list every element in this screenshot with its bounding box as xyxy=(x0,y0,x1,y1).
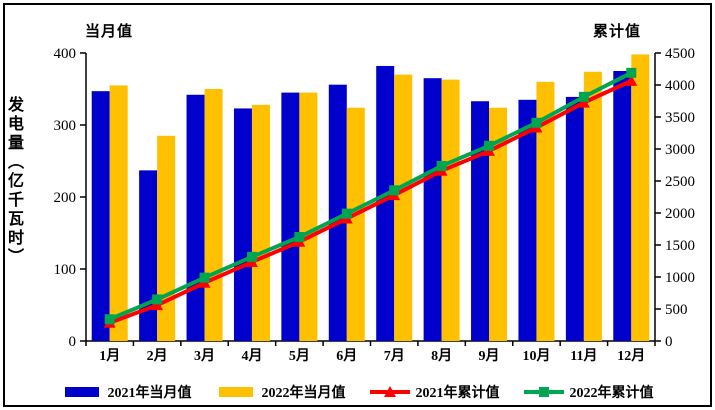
right-axis-tick-label: 1500 xyxy=(665,238,695,254)
legend-swatch xyxy=(218,387,253,397)
x-axis-category-label: 6月 xyxy=(336,348,357,364)
right-axis-tick-label: 4000 xyxy=(665,78,695,94)
line-marker-square xyxy=(104,314,115,325)
bar-2022年当月值 xyxy=(631,54,650,341)
x-axis-category-label: 2月 xyxy=(147,348,168,364)
left-axis-tick-label: 400 xyxy=(54,46,77,62)
right-axis-title: 累计值 xyxy=(592,24,641,40)
bar-2022年当月值 xyxy=(204,89,223,341)
line-marker-square xyxy=(152,294,163,305)
x-axis-category-label: 1月 xyxy=(99,348,120,364)
bar-2021年当月值 xyxy=(186,94,205,341)
legend-swatch xyxy=(523,387,564,397)
legend-label: 2021年累计值 xyxy=(415,386,500,401)
cumulative-line-2022年累计值 xyxy=(108,71,633,322)
legend-item-2021年累计值: 2021年累计值 xyxy=(369,382,500,402)
left-axis-tick-label: 300 xyxy=(54,118,77,134)
legend-item-2021年当月值: 2021年当月值 xyxy=(62,382,192,402)
line-marker-square xyxy=(436,160,447,171)
line-marker-square xyxy=(199,272,210,283)
line-marker-square xyxy=(484,140,495,151)
legend-label: 2021年当月值 xyxy=(107,386,192,401)
cumulative-line-2021年累计值 xyxy=(109,79,633,325)
bar-2022年当月值 xyxy=(489,107,508,341)
right-axis-tick-label: 2500 xyxy=(665,174,695,190)
bar-2021年当月值 xyxy=(565,96,584,341)
bar-2022年当月值 xyxy=(394,74,413,341)
bar-2022年当月值 xyxy=(441,79,460,341)
x-axis-category-label: 8月 xyxy=(431,348,452,364)
line-marker-triangle xyxy=(577,96,590,108)
bar-2021年当月值 xyxy=(233,108,252,341)
line-marker-square xyxy=(341,208,352,219)
left-axis-tick-label: 100 xyxy=(54,262,77,278)
right-axis-tick-label: 2000 xyxy=(665,206,695,222)
x-axis-category-label: 10月 xyxy=(522,348,550,364)
x-axis-category-label: 5月 xyxy=(289,348,310,364)
x-axis-category-label: 4月 xyxy=(241,348,262,364)
right-axis-tick-label: 3500 xyxy=(665,110,695,126)
x-axis-category-label: 3月 xyxy=(194,348,215,364)
bar-2022年当月值 xyxy=(299,92,318,341)
bar-2022年当月值 xyxy=(583,71,602,341)
line-marker-square xyxy=(578,91,589,102)
line-marker-square xyxy=(246,251,257,262)
x-axis-category-label: 11月 xyxy=(570,348,597,364)
legend-item-2022年当月值: 2022年当月值 xyxy=(216,382,346,402)
bar-2021年当月值 xyxy=(423,78,442,341)
y-axis-title: 发电量（亿千瓦时） xyxy=(5,96,22,267)
bar-2022年当月值 xyxy=(157,135,176,341)
bar-2021年当月值 xyxy=(328,84,347,342)
bar-2021年当月值 xyxy=(281,92,300,341)
bar-2021年当月值 xyxy=(139,170,158,341)
bar-2022年当月值 xyxy=(536,81,555,342)
line-marker-square xyxy=(389,185,400,196)
left-axis-tick-label: 0 xyxy=(69,334,77,350)
bar-2021年当月值 xyxy=(91,91,110,341)
line-marker-triangle xyxy=(625,74,638,86)
left-axis-title: 当月值 xyxy=(85,24,134,40)
bar-2021年当月值 xyxy=(518,99,537,341)
line-marker-square xyxy=(531,117,542,128)
bar-2022年当月值 xyxy=(251,104,270,341)
x-axis-category-label: 9月 xyxy=(479,348,500,364)
left-axis-tick-label: 200 xyxy=(54,190,77,206)
legend-label: 2022年当月值 xyxy=(261,386,346,401)
bar-2022年当月值 xyxy=(346,107,365,341)
legend-label: 2022年累计值 xyxy=(569,386,654,401)
right-axis-tick-label: 3000 xyxy=(665,142,695,158)
line-marker-triangle xyxy=(151,299,164,311)
legend-item-2022年累计值: 2022年累计值 xyxy=(523,382,654,402)
bar-2021年当月值 xyxy=(613,71,632,341)
bar-2021年当月值 xyxy=(376,65,395,342)
bar-2022年当月值 xyxy=(109,85,128,342)
right-axis-tick-label: 500 xyxy=(665,302,688,318)
legend: 2021年当月值 2022年当月值 2021年累计值 2022年累计值 xyxy=(0,382,715,402)
right-axis-tick-label: 4500 xyxy=(665,46,695,62)
x-axis-category-label: 7月 xyxy=(384,348,405,364)
line-marker-square xyxy=(294,232,305,242)
bar-2021年当月值 xyxy=(471,101,490,342)
line-marker-square xyxy=(626,67,637,78)
legend-swatch xyxy=(369,386,410,397)
legend-swatch xyxy=(64,387,99,397)
right-axis-tick-label: 0 xyxy=(665,334,673,350)
right-axis-tick-label: 1000 xyxy=(665,270,695,286)
x-axis-category-label: 12月 xyxy=(617,348,645,364)
